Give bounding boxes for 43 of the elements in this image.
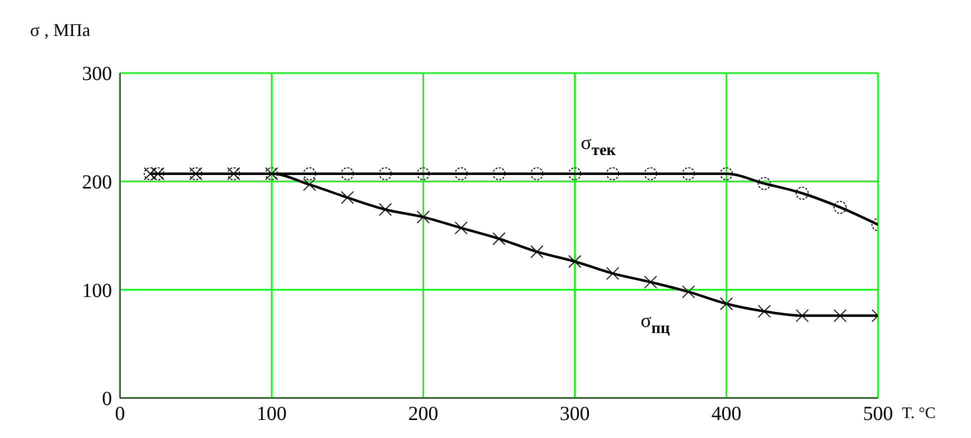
point <box>834 200 847 214</box>
x-tick-label: 100 <box>256 403 287 426</box>
point <box>492 232 506 246</box>
point <box>416 210 430 224</box>
point <box>416 167 430 180</box>
point <box>682 285 695 298</box>
point <box>644 167 658 180</box>
y-tick-label: 100 <box>82 280 112 302</box>
y-axis-title: σ , МПа <box>30 20 90 40</box>
point <box>568 167 582 180</box>
point <box>454 167 468 180</box>
y-tick-label: 0 <box>102 388 112 410</box>
point <box>303 167 316 180</box>
point <box>834 309 847 322</box>
point <box>758 304 771 318</box>
x-tick-label: 500 <box>863 403 893 426</box>
point <box>720 297 733 310</box>
point <box>796 186 809 200</box>
point <box>530 245 544 258</box>
x-axis-title: T. °C <box>902 405 936 422</box>
point <box>340 191 354 204</box>
point <box>530 167 544 180</box>
y-tick-label: 200 <box>82 171 112 194</box>
point <box>720 167 733 180</box>
x-tick-label: 300 <box>560 403 590 426</box>
point <box>606 266 620 280</box>
point <box>340 167 354 180</box>
point <box>606 167 620 180</box>
point <box>796 309 809 322</box>
point <box>644 276 658 289</box>
x-tick-label: 400 <box>711 403 742 426</box>
point <box>303 178 316 192</box>
point <box>568 255 582 268</box>
series-label: σ$_{тек}$ <box>580 132 617 158</box>
point <box>454 221 468 234</box>
y-tick-label: 300 <box>82 63 112 86</box>
series-label: σ$_{пц}$ <box>640 310 670 337</box>
x-tick-label: 200 <box>408 403 438 426</box>
point <box>378 203 392 216</box>
point <box>758 177 771 190</box>
point <box>378 167 392 180</box>
point <box>682 167 695 180</box>
point <box>492 167 506 180</box>
